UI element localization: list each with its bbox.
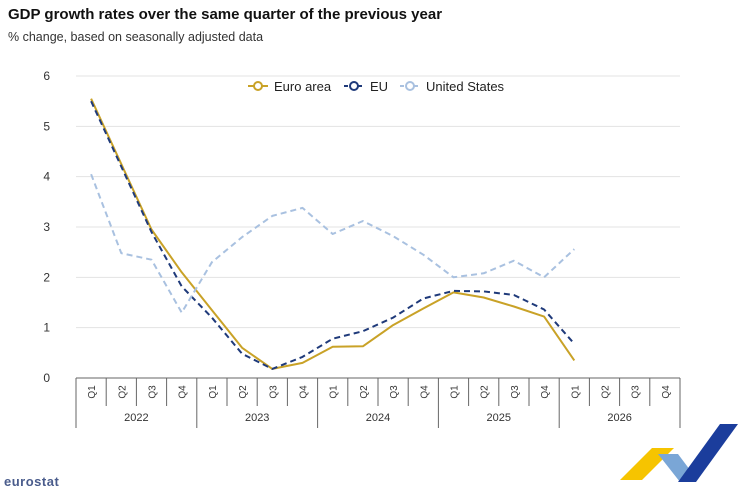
y-tick-label: 2 bbox=[43, 270, 50, 284]
quarter-label: Q4 bbox=[178, 385, 189, 399]
y-tick-label: 0 bbox=[43, 371, 50, 385]
year-label: 2023 bbox=[245, 412, 269, 424]
quarter-label: Q1 bbox=[329, 385, 340, 399]
quarter-label: Q2 bbox=[117, 385, 128, 399]
eurostat-logo-icon bbox=[620, 424, 738, 482]
quarter-label: Q2 bbox=[238, 385, 249, 399]
year-label: 2026 bbox=[607, 412, 631, 424]
y-tick-label: 1 bbox=[43, 321, 50, 335]
quarter-label: Q4 bbox=[299, 385, 310, 399]
brand-name: eurostat bbox=[4, 474, 60, 489]
quarter-label: Q1 bbox=[450, 385, 461, 399]
legend-item: United States bbox=[400, 79, 505, 94]
quarter-label: Q4 bbox=[661, 385, 672, 399]
legend-marker-icon bbox=[253, 81, 263, 91]
legend-label: EU bbox=[370, 79, 388, 94]
quarter-label: Q1 bbox=[570, 385, 581, 399]
legend-label: Euro area bbox=[274, 79, 332, 94]
y-tick-label: 4 bbox=[43, 170, 50, 184]
quarter-label: Q1 bbox=[87, 385, 98, 399]
y-tick-label: 3 bbox=[43, 220, 50, 234]
quarter-label: Q4 bbox=[540, 385, 551, 399]
quarter-label: Q2 bbox=[601, 385, 612, 399]
legend-marker-icon bbox=[349, 81, 359, 91]
year-label: 2022 bbox=[124, 412, 148, 424]
quarter-label: Q2 bbox=[480, 385, 491, 399]
series-line-euro-area bbox=[90, 98, 576, 370]
series-line-united-states bbox=[90, 173, 575, 314]
quarter-label: Q2 bbox=[359, 385, 370, 399]
chart-title: GDP growth rates over the same quarter o… bbox=[8, 6, 443, 23]
chart-subtitle: % change, based on seasonally adjusted d… bbox=[8, 30, 264, 44]
legend-item: Euro area bbox=[248, 79, 332, 94]
quarter-label: Q3 bbox=[268, 385, 279, 399]
series-line-eu bbox=[90, 100, 576, 370]
year-label: 2025 bbox=[487, 412, 511, 424]
legend-label: United States bbox=[426, 79, 505, 94]
quarter-label: Q3 bbox=[510, 385, 521, 399]
quarter-label: Q1 bbox=[208, 385, 219, 399]
y-tick-label: 6 bbox=[43, 69, 50, 83]
quarter-label: Q3 bbox=[631, 385, 642, 399]
y-tick-label: 5 bbox=[43, 119, 50, 133]
legend-marker-icon bbox=[405, 81, 415, 91]
quarter-label: Q3 bbox=[148, 385, 159, 399]
quarter-label: Q4 bbox=[419, 385, 430, 399]
quarter-label: Q3 bbox=[389, 385, 400, 399]
year-label: 2024 bbox=[366, 412, 390, 424]
legend-item: EU bbox=[344, 79, 388, 94]
